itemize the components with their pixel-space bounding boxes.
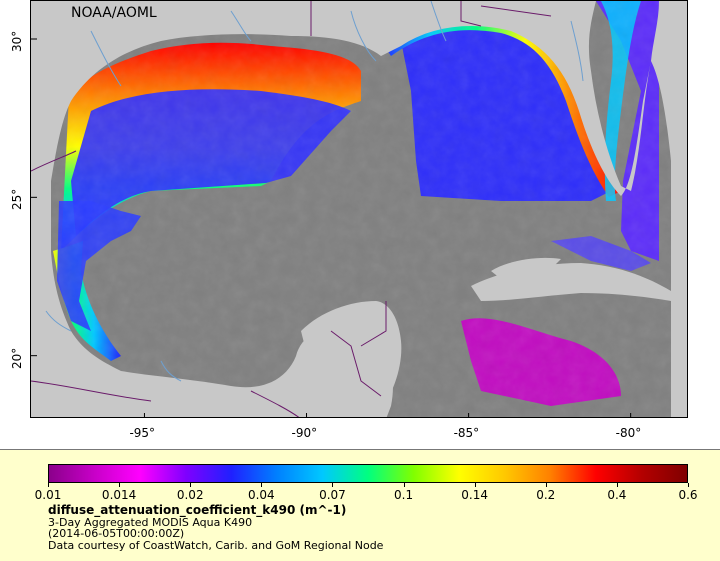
brand-label: NOAA/AOML [71, 5, 157, 21]
colorbar-tick [474, 483, 476, 487]
legend-text: diffuse_attenuation_coefficient_k490 (m^… [48, 503, 384, 552]
colorbar-tick [332, 483, 334, 487]
colorbar-tick [403, 483, 405, 487]
legend-panel: 0.01 0.014 0.02 0.04 0.07 0.1 0.14 0.2 0.4 0.6 di… [0, 449, 720, 561]
colorbar-tick [119, 483, 121, 487]
land-cuba-west [491, 257, 561, 279]
colorbar-tick-label: 0.01 [34, 488, 62, 502]
lon-tick-label: -85° [453, 426, 480, 440]
colorbar-tick [190, 483, 192, 487]
colorbar-tick-label: 0.1 [394, 488, 414, 502]
map-frame[interactable]: NOAA/AOML [30, 0, 688, 418]
lat-tick-label: 25° [10, 189, 24, 211]
rivers [45, 1, 584, 382]
lon-tick-label: -90° [291, 426, 318, 440]
colorbar-tick-label: 0.04 [247, 488, 275, 502]
colorbar [48, 464, 688, 483]
k490-map[interactable] [31, 1, 688, 418]
legend-line-3: Data courtesy of CoastWatch, Carib. and … [48, 538, 384, 552]
legend-line-1: 3-Day Aggregated MODIS Aqua K490 [48, 515, 253, 529]
colorbar-tick-label: 0.2 [536, 488, 556, 502]
lat-tick-label: 30° [10, 30, 24, 52]
colorbar-tick [545, 483, 547, 487]
colorbar-tick-label: 0.014 [101, 488, 137, 502]
land-mexico [31, 251, 393, 417]
lon-tick-label: -95° [129, 426, 156, 440]
colorbar-tick [261, 483, 263, 487]
land-yucatan [301, 301, 402, 401]
colorbar-tick [688, 483, 689, 487]
legend-title: diffuse_attenuation_coefficient_k490 (m^… [48, 503, 347, 517]
colorbar-tick [616, 483, 618, 487]
colorbar-tick-label: 0.14 [461, 488, 489, 502]
lon-tick-label: -80° [615, 426, 642, 440]
borders [31, 1, 552, 417]
colorbar-tick-label: 0.02 [176, 488, 204, 502]
colorbar-tick [48, 483, 49, 487]
colorbar-tick-label: 0.6 [678, 488, 698, 502]
colorbar-tick-label: 0.4 [607, 488, 627, 502]
legend-line-2: (2014-06-05T00:00:00Z) [48, 527, 185, 540]
lat-tick-label: 20° [10, 347, 24, 369]
colorbar-tick-label: 0.07 [319, 488, 346, 502]
